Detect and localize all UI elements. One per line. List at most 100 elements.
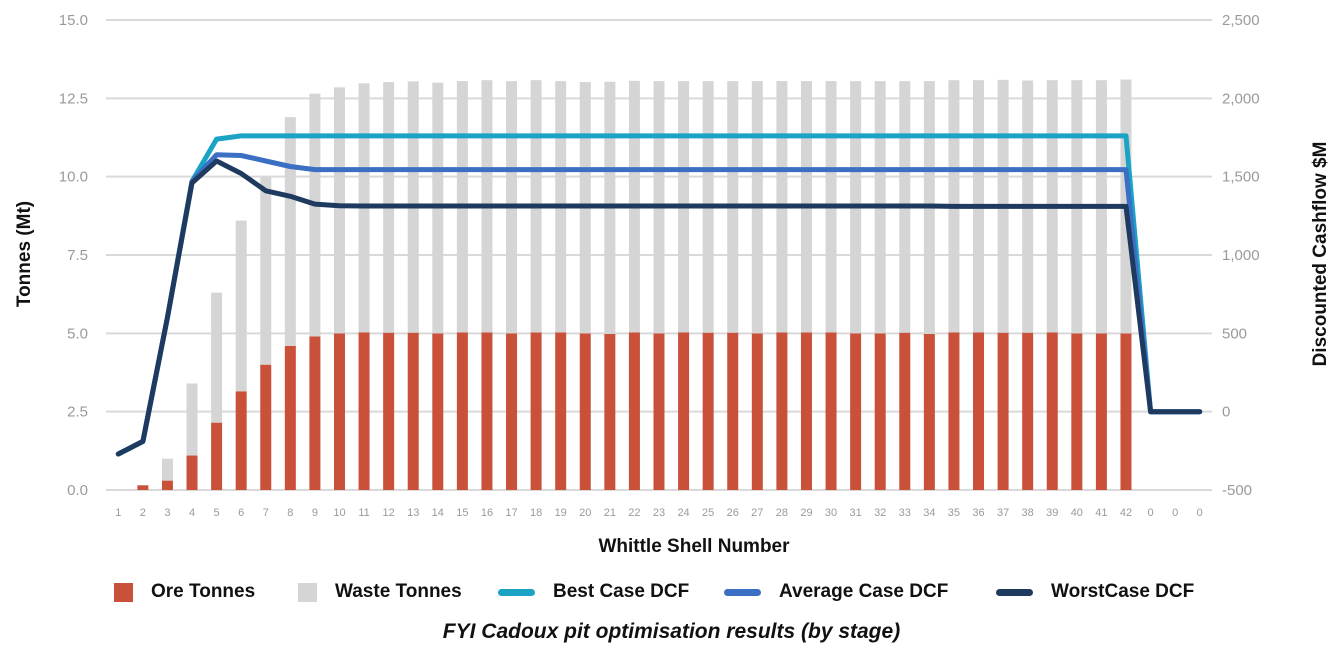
ore-tonnes-bar — [235, 391, 247, 490]
x-tick-label: 17 — [505, 507, 517, 519]
right-tick-label: 2,500 — [1222, 12, 1260, 29]
right-tick-label: 0 — [1222, 404, 1230, 421]
right-tick-label: 1,500 — [1222, 169, 1260, 186]
ore-tonnes-bar — [358, 332, 370, 490]
x-tick-label: 21 — [604, 507, 616, 519]
legend-item-waste: Waste Tonnes — [298, 578, 462, 606]
ore-tonnes-bar — [481, 332, 493, 490]
ore-tonnes-bar — [653, 333, 665, 490]
x-tick-label: 0 — [1197, 507, 1203, 519]
x-tick-label: 10 — [333, 507, 345, 519]
left-tick-label: 12.5 — [59, 90, 88, 107]
x-tick-label: 23 — [653, 507, 665, 519]
waste-tonnes-bar — [211, 292, 223, 423]
x-tick-label: 1 — [115, 507, 121, 519]
ore-tonnes-bar — [284, 345, 296, 490]
ore-tonnes-bar — [383, 332, 395, 490]
x-tick-label: 26 — [727, 507, 739, 519]
waste-tonnes-bar — [186, 383, 198, 456]
left-axis-title: Tonnes (Mt) — [14, 201, 35, 307]
waste-tonnes-bar — [161, 458, 173, 481]
average-case-dcf-line — [115, 152, 1203, 457]
left-tick-label: 5.0 — [67, 325, 88, 342]
x-tick-label: 15 — [456, 507, 468, 519]
ore-tonnes-bar — [211, 422, 223, 490]
ore-tonnes-bar — [579, 333, 591, 490]
right-tick-label: 1,000 — [1222, 247, 1260, 264]
ore-tonnes-bar — [1095, 333, 1107, 490]
legend-item-best: Best Case DCF — [498, 578, 689, 606]
x-tick-label: 39 — [1046, 507, 1058, 519]
lines-layer — [115, 133, 1203, 457]
worstcase-dcf-line — [115, 158, 1203, 457]
legend-item-ore: Ore Tonnes — [114, 578, 255, 606]
ore-tonnes-bar — [825, 332, 837, 490]
x-tick-label: 29 — [800, 507, 812, 519]
legend-item-worst: WorstCase DCF — [996, 578, 1194, 606]
x-tick-label: 18 — [530, 507, 542, 519]
best-swatch — [498, 588, 535, 596]
x-tick-label: 5 — [214, 507, 220, 519]
ore-tonnes-bar — [850, 333, 862, 490]
x-tick-label: 0 — [1172, 507, 1178, 519]
legend-label-average: Average Case DCF — [779, 581, 949, 602]
x-tick-label: 38 — [1022, 507, 1034, 519]
left-tick-label: 15.0 — [59, 12, 88, 29]
x-tick-label: 13 — [407, 507, 419, 519]
ore-tonnes-bar — [309, 336, 321, 490]
ore-tonnes-bar — [997, 332, 1009, 490]
right-axis-title: Discounted Cashflow $M — [1310, 142, 1331, 367]
x-tick-label: 31 — [849, 507, 861, 519]
ore-tonnes-bar — [604, 333, 616, 490]
x-tick-label: 37 — [997, 507, 1009, 519]
ore-tonnes-bar — [678, 332, 690, 490]
waste-tonnes-bar — [333, 87, 345, 334]
x-tick-label: 42 — [1120, 507, 1132, 519]
x-tick-label: 7 — [263, 507, 269, 519]
x-axis-title: Whittle Shell Number — [598, 536, 790, 557]
ore-swatch — [114, 582, 133, 602]
x-tick-label: 22 — [628, 507, 640, 519]
ore-tonnes-bar — [702, 332, 714, 490]
right-axis-ticks: -500 0 500 1,000 1,500 2,000 2,500 — [1222, 12, 1260, 499]
x-axis-ticks: 1 2 3 4 5 6 7 8 9 10 11 12 13 14 15 16 17 18 19 20 21 22 23 24 2… — [115, 507, 1203, 519]
x-tick-label: 25 — [702, 507, 714, 519]
ore-tonnes-bar — [899, 332, 911, 490]
ore-tonnes-bar — [923, 333, 935, 490]
waste-tonnes-bar — [260, 176, 272, 365]
ore-tonnes-bar — [260, 364, 272, 490]
ore-tonnes-bar — [530, 332, 542, 490]
left-tick-label: 0.0 — [67, 482, 88, 499]
ore-tonnes-bar — [973, 332, 985, 490]
x-tick-label: 6 — [238, 507, 244, 519]
x-tick-label: 2 — [140, 507, 146, 519]
legend-label-ore: Ore Tonnes — [151, 581, 256, 602]
left-tick-label: 10.0 — [59, 169, 88, 186]
right-tick-label: -500 — [1222, 482, 1252, 499]
ore-tonnes-bar — [333, 333, 345, 490]
ore-tonnes-bar — [1071, 333, 1083, 490]
x-tick-label: 4 — [189, 507, 195, 519]
ore-tonnes-bar — [874, 333, 886, 490]
x-tick-label: 16 — [481, 507, 493, 519]
right-tick-label: 2,000 — [1222, 90, 1260, 107]
left-tick-label: 7.5 — [67, 247, 88, 264]
x-tick-label: 28 — [776, 507, 788, 519]
ore-tonnes-bar — [432, 333, 444, 490]
legend-item-average: Average Case DCF — [724, 578, 948, 606]
ore-tonnes-bar — [161, 480, 173, 490]
ore-tonnes-bar — [776, 332, 788, 490]
waste-tonnes-bar — [235, 220, 247, 392]
figure-caption: FYI Cadoux pit optimisation results (by … — [442, 620, 901, 643]
legend-label-worst: WorstCase DCF — [1051, 581, 1195, 602]
waste-tonnes-bar — [284, 117, 296, 346]
average-swatch — [724, 588, 761, 596]
x-tick-label: 8 — [287, 507, 293, 519]
x-tick-label: 41 — [1095, 507, 1107, 519]
x-tick-label: 3 — [164, 507, 170, 519]
x-tick-label: 40 — [1071, 507, 1083, 519]
ore-tonnes-bar — [186, 455, 198, 490]
legend: Ore Tonnes Waste Tonnes Best Case DCF Av… — [0, 578, 1343, 608]
ore-tonnes-bar — [555, 332, 567, 490]
